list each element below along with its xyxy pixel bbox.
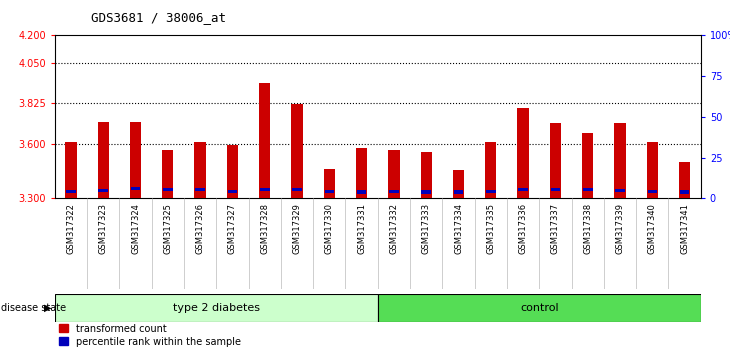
Text: GDS3681 / 38006_at: GDS3681 / 38006_at xyxy=(91,11,226,24)
Text: GSM317332: GSM317332 xyxy=(389,203,399,254)
Bar xyxy=(98,122,109,198)
Bar xyxy=(260,188,269,191)
Text: GSM317339: GSM317339 xyxy=(615,203,625,254)
Text: GSM317334: GSM317334 xyxy=(454,203,463,254)
Bar xyxy=(292,188,301,191)
Bar xyxy=(131,187,140,190)
Bar xyxy=(162,150,174,198)
Bar xyxy=(615,123,626,198)
Text: GSM317329: GSM317329 xyxy=(293,203,301,253)
Bar xyxy=(291,104,303,198)
Bar xyxy=(194,142,206,198)
Bar xyxy=(378,294,701,322)
Text: GSM317335: GSM317335 xyxy=(486,203,496,254)
Bar xyxy=(228,189,237,193)
Text: GSM317341: GSM317341 xyxy=(680,203,689,253)
Bar xyxy=(680,190,689,194)
Bar xyxy=(323,169,335,198)
Bar xyxy=(356,148,367,198)
Bar xyxy=(259,83,270,198)
Bar xyxy=(648,189,657,193)
Text: GSM317327: GSM317327 xyxy=(228,203,237,254)
Text: GSM317330: GSM317330 xyxy=(325,203,334,254)
Text: GSM317333: GSM317333 xyxy=(422,203,431,254)
Text: GSM317324: GSM317324 xyxy=(131,203,140,253)
Bar xyxy=(647,142,658,198)
Text: GSM317325: GSM317325 xyxy=(164,203,172,253)
Text: GSM317322: GSM317322 xyxy=(66,203,75,253)
Text: GSM317338: GSM317338 xyxy=(583,203,592,254)
Bar xyxy=(65,142,77,198)
Bar xyxy=(485,142,496,198)
Text: type 2 diabetes: type 2 diabetes xyxy=(173,303,260,313)
Bar xyxy=(453,170,464,198)
Bar xyxy=(582,133,593,198)
Bar xyxy=(615,189,625,192)
Text: ▶: ▶ xyxy=(44,303,51,313)
Text: GSM317337: GSM317337 xyxy=(551,203,560,254)
Bar xyxy=(163,188,172,191)
Bar xyxy=(389,189,399,193)
Text: GSM317323: GSM317323 xyxy=(99,203,108,254)
Text: GSM317336: GSM317336 xyxy=(518,203,528,254)
Bar xyxy=(420,152,432,198)
Text: GSM317331: GSM317331 xyxy=(357,203,366,254)
Bar xyxy=(55,294,378,322)
Bar xyxy=(66,189,76,193)
Bar xyxy=(550,123,561,198)
Bar xyxy=(454,190,464,194)
Text: GSM317328: GSM317328 xyxy=(260,203,269,254)
Text: control: control xyxy=(520,303,558,313)
Bar xyxy=(325,189,334,193)
Bar xyxy=(357,190,366,194)
Bar xyxy=(550,188,560,191)
Text: GSM317326: GSM317326 xyxy=(196,203,204,254)
Bar xyxy=(130,122,141,198)
Text: disease state: disease state xyxy=(1,303,66,313)
Legend: transformed count, percentile rank within the sample: transformed count, percentile rank withi… xyxy=(55,320,245,350)
Bar xyxy=(227,145,238,198)
Text: GSM317340: GSM317340 xyxy=(648,203,657,253)
Bar xyxy=(518,188,528,191)
Bar xyxy=(518,108,529,198)
Bar xyxy=(486,189,496,193)
Bar xyxy=(99,189,108,192)
Bar xyxy=(388,150,399,198)
Bar xyxy=(196,188,205,191)
Bar xyxy=(583,188,593,191)
Bar xyxy=(421,190,431,194)
Bar xyxy=(679,162,691,198)
